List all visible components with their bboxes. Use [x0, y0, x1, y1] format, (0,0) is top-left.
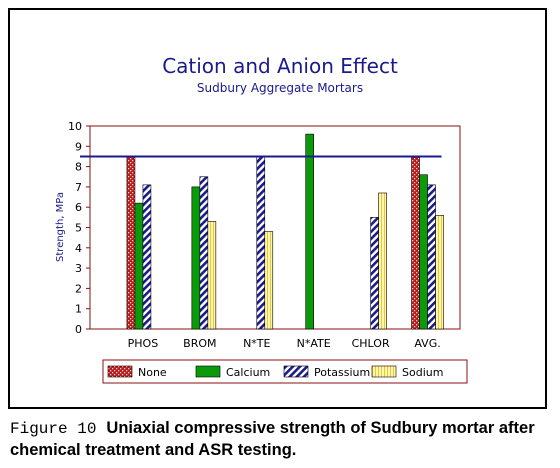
y-tick-label: 8	[75, 161, 82, 174]
y-tick-label: 6	[75, 201, 82, 214]
bar-series-group	[126, 133, 444, 330]
bar-potassium	[256, 156, 266, 330]
y-tick-label: 3	[75, 262, 82, 275]
bar-none	[411, 156, 420, 330]
caption-text: Uniaxial compressive strength of Sudbury…	[10, 419, 535, 459]
bar-sodium	[435, 215, 444, 330]
y-tick-label: 7	[75, 181, 82, 194]
legend-label-none: None	[138, 366, 167, 379]
legend-label-calcium: Calcium	[226, 366, 270, 379]
legend-label-potassium: Potassium	[314, 366, 370, 379]
legend-label-sodium: Sodium	[402, 366, 443, 379]
y-tick-label: 0	[75, 323, 82, 336]
y-tick-label: 2	[75, 282, 82, 295]
x-tick-label: PHOS	[128, 337, 159, 350]
legend: None Calcium Potassium Sodium	[107, 365, 443, 379]
x-tick-label: BROM	[183, 337, 216, 350]
x-tick-label: CHLOR	[352, 337, 390, 350]
chart-subtitle: Sudbury Aggregate Mortars	[197, 81, 363, 95]
y-tick-label: 10	[68, 120, 82, 133]
y-tick-label: 5	[75, 222, 82, 235]
y-tick-label: 4	[75, 242, 82, 255]
figure-caption: Figure 10 Uniaxial compressive strength o…	[10, 418, 550, 461]
bar-potassium	[427, 184, 436, 330]
bar-potassium	[370, 217, 379, 330]
x-tick-label: N*TE	[243, 337, 270, 350]
bar-sodium	[207, 221, 217, 330]
figure-label: Figure 10	[10, 420, 97, 438]
bar-calcium	[419, 174, 428, 330]
legend-swatch-potassium	[283, 365, 309, 378]
legend-swatch-sodium	[371, 365, 397, 378]
bar-potassium	[142, 184, 152, 330]
bar-calcium	[305, 133, 314, 330]
y-axis-label: Strength, MPa	[55, 192, 66, 262]
bar-calcium	[191, 186, 201, 330]
bar-potassium	[199, 176, 209, 330]
plot-area	[89, 125, 461, 330]
x-axis: PHOS BROM N*TE N*ATE CHLOR AVG.	[128, 337, 441, 350]
bar-chart: Cation and Anion Effect Sudbury Aggregat…	[55, 54, 468, 384]
bar-sodium	[378, 192, 387, 330]
y-axis: 0 1 2 3 4 5 6 7 8 9 10	[68, 120, 90, 336]
bar-calcium	[134, 202, 144, 330]
bar-sodium	[264, 231, 274, 330]
legend-swatch-calcium	[195, 365, 221, 378]
y-tick-label: 1	[75, 303, 82, 316]
chart-title: Cation and Anion Effect	[162, 54, 398, 78]
x-tick-label: N*ATE	[297, 337, 331, 350]
bar-none	[126, 156, 136, 330]
x-tick-label: AVG.	[414, 337, 440, 350]
y-tick-label: 9	[75, 140, 82, 153]
legend-swatch-none	[107, 365, 133, 378]
